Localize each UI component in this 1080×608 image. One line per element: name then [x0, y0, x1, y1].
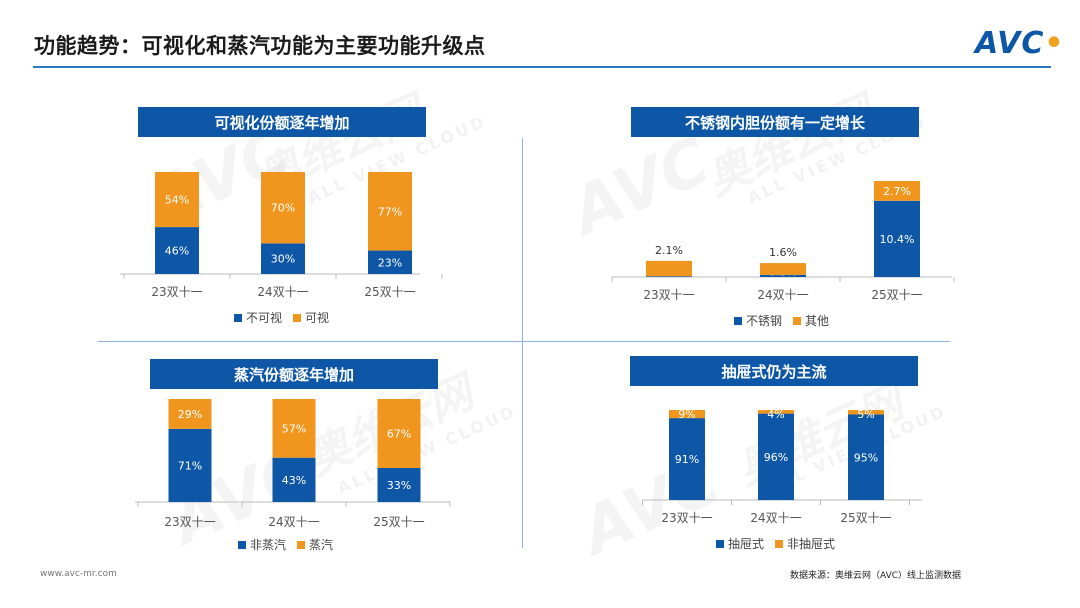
legend-label: 不锈钢 — [746, 314, 782, 328]
title-underline — [33, 66, 1051, 68]
chart-title-drawer: 抽屉式仍为主流 — [630, 356, 918, 386]
legend-label: 非蒸汽 — [250, 537, 286, 552]
chart-drawer: 91% 9% 23双十一 96% 4% 24双十一 95% 5% 25双十一抽屉式 非抽屉式 — [0, 0, 922, 551]
avc-logo: AVC• — [975, 26, 1065, 61]
legend-swatch — [734, 317, 742, 325]
data-label: 71% — [178, 459, 202, 472]
bar-secondary — [377, 399, 421, 469]
legend-swatch — [297, 541, 305, 549]
data-label: 4% — [767, 408, 784, 421]
bar-primary — [272, 457, 316, 502]
data-label: 43% — [282, 474, 306, 487]
legend-swatch — [234, 314, 242, 322]
legend-swatch — [293, 314, 301, 322]
bar-primary — [368, 250, 412, 274]
data-label: 96% — [764, 451, 788, 464]
data-label: 95% — [854, 451, 878, 464]
footer-url: www.avc-mr.com — [40, 569, 117, 579]
data-label: 46% — [165, 245, 189, 258]
x-tick-label: 25双十一 — [840, 511, 891, 525]
x-tick-label: 24双十一 — [750, 511, 801, 525]
bar-secondary — [669, 410, 705, 419]
chart-title-visualization: 可视化份额逐年增加 — [138, 107, 426, 137]
legend-label: 非抽屉式 — [787, 537, 835, 551]
legend-swatch — [793, 317, 801, 325]
data-label: 54% — [165, 194, 189, 207]
data-label: 1.6% — [769, 246, 797, 259]
data-label: 2.1% — [655, 244, 683, 257]
x-tick-label: 23双十一 — [164, 515, 215, 529]
x-tick-label: 25双十一 — [871, 288, 922, 302]
x-tick-label: 24双十一 — [257, 285, 308, 299]
bar-primary — [874, 200, 920, 277]
bar-secondary — [758, 410, 794, 414]
bar-secondary — [261, 172, 305, 244]
bar-primary — [261, 243, 305, 274]
watermark-logo: AVC — [561, 124, 721, 250]
footer-source: 数据来源：奥维云网（AVC）线上监测数据 — [790, 571, 962, 581]
data-label: 2.7% — [883, 185, 911, 198]
bar-primary — [848, 414, 884, 500]
legend-label: 其他 — [805, 314, 829, 328]
chart-title-stainless: 不锈钢内胆份额有一定增长 — [631, 107, 919, 137]
data-label: 91% — [675, 453, 699, 466]
bar-primary — [669, 418, 705, 500]
data-label: 30% — [271, 253, 295, 266]
bar-primary — [377, 468, 421, 502]
bar-primary — [155, 227, 199, 274]
data-label: 29% — [178, 408, 202, 421]
x-tick-label: 23双十一 — [661, 511, 712, 525]
data-label: 23% — [378, 256, 402, 269]
data-label: 70% — [271, 202, 295, 215]
legend-label: 可视 — [305, 310, 329, 325]
quadrant-divider-vertical — [522, 138, 523, 548]
x-tick-label: 24双十一 — [757, 288, 808, 302]
watermark-logo: AVC — [571, 444, 731, 570]
chart-stainless: 0.1%2.1%23双十一0.3%1.6%24双十一10.4%2.7%25双十一… — [0, 0, 955, 328]
bar-secondary — [272, 399, 316, 458]
chart-steam: 71% 29% 23双十一 43% 57% 24双十一 33% 67% 25双十一非蒸汽 蒸汽 — [0, 0, 451, 552]
x-tick-label: 24双十一 — [268, 515, 319, 529]
chart-visualization: 46% 54% 23双十一 30% 70% 24双十一 23% 77% 25双十一不可视 可视 — [0, 0, 443, 325]
legend-swatch — [238, 541, 246, 549]
data-label: 77% — [378, 205, 402, 218]
bar-secondary — [760, 263, 806, 275]
x-tick-label: 23双十一 — [643, 288, 694, 302]
bar-secondary — [646, 260, 692, 277]
page-title: 功能趋势：可视化和蒸汽功能为主要功能升级点 — [34, 34, 486, 58]
bar-secondary — [168, 399, 212, 429]
bar-primary — [760, 274, 806, 277]
data-label: 5% — [857, 408, 874, 421]
x-tick-label: 25双十一 — [364, 285, 415, 299]
data-label: 57% — [282, 422, 306, 435]
bar-primary — [758, 413, 794, 500]
chart-title-steam: 蒸汽份额逐年增加 — [150, 359, 438, 389]
quadrant-divider-horizontal — [98, 341, 950, 342]
legend-swatch — [775, 540, 783, 548]
legend-label: 不可视 — [246, 310, 282, 325]
bar-secondary — [368, 172, 412, 251]
data-label: 9% — [678, 408, 695, 421]
bar-secondary — [848, 410, 884, 415]
data-label: 33% — [387, 479, 411, 492]
bar-primary — [646, 276, 692, 277]
x-tick-label: 23双十一 — [151, 285, 202, 299]
bar-primary — [168, 428, 212, 502]
legend-label: 抽屉式 — [728, 537, 764, 551]
legend-swatch — [716, 540, 724, 548]
logo-text: AVC — [975, 26, 1045, 61]
bar-secondary — [155, 172, 199, 228]
watermark-subtext: ALL VIEW CLOUD — [334, 401, 520, 498]
bar-secondary — [874, 181, 920, 201]
data-label: 10.4% — [880, 233, 915, 246]
chart-stainless-svg: 0.1%2.1%23双十一0.3%1.6%24双十一10.4%2.7%25双十一… — [611, 181, 955, 328]
data-label: 67% — [387, 428, 411, 441]
logo-dot: • — [1044, 26, 1065, 61]
x-tick-label: 25双十一 — [373, 515, 424, 529]
legend-label: 蒸汽 — [309, 537, 333, 552]
